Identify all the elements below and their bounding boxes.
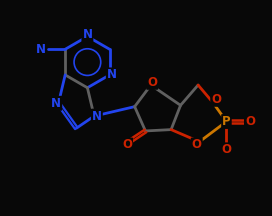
Text: N: N [36, 43, 46, 56]
Text: O: O [192, 138, 202, 151]
Text: O: O [245, 115, 255, 128]
Text: O: O [221, 143, 231, 156]
Text: N: N [107, 68, 117, 81]
Text: N: N [92, 110, 102, 123]
Text: P: P [222, 115, 231, 128]
Text: O: O [122, 138, 132, 151]
Text: N: N [51, 97, 61, 110]
Text: N: N [82, 28, 92, 41]
Text: O: O [211, 93, 221, 106]
Text: O: O [147, 76, 157, 89]
